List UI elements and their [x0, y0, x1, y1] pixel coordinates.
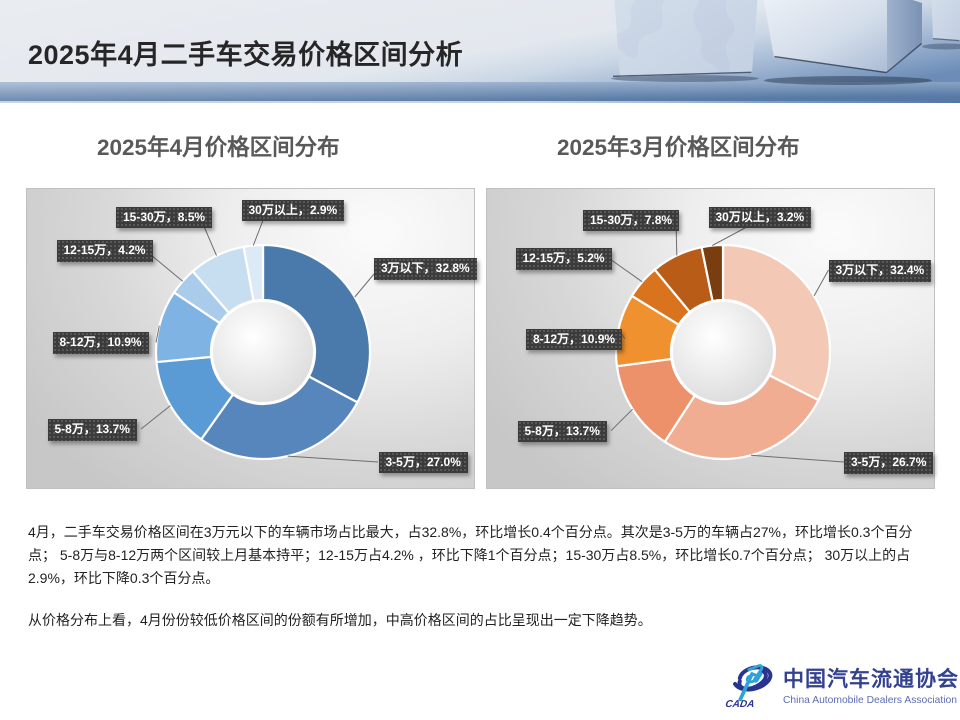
- svg-text:CADA: CADA: [725, 699, 756, 710]
